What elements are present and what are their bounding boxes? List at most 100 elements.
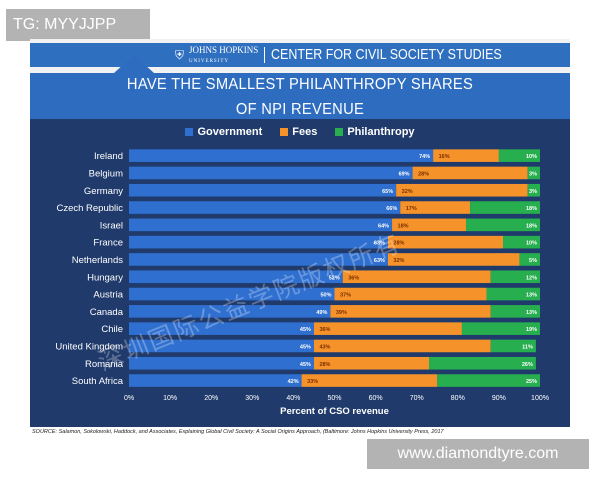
x-tick-label: 80%: [451, 395, 465, 402]
bar-fees: [313, 322, 462, 335]
data-label: 28%: [319, 362, 330, 368]
data-label: 5%: [529, 258, 537, 264]
x-tick-label: 100%: [531, 395, 549, 402]
data-label: 45%: [300, 327, 311, 333]
x-axis-label: Percent of CSO revenue: [280, 406, 389, 417]
bar-philanthropy: [466, 218, 540, 232]
bar-government: [129, 201, 401, 214]
bar-fees: [334, 287, 487, 301]
data-label: 3%: [529, 171, 537, 177]
legend-label: Fees: [292, 126, 318, 138]
data-label: 74%: [419, 154, 430, 160]
bar-fees: [301, 374, 438, 387]
legend-swatch-fees: [280, 128, 289, 136]
data-label: 32%: [402, 189, 413, 195]
bar-philanthropy: [490, 339, 536, 353]
x-tick-label: 0%: [124, 395, 134, 402]
bar-philanthropy: [490, 270, 540, 284]
chart-title-line-1: HAVE THE SMALLEST PHILANTHROPY SHARES: [126, 76, 474, 93]
bar-government: [129, 305, 331, 318]
bar-government: [129, 339, 314, 353]
bar-philanthropy: [498, 149, 540, 162]
bar-government: [129, 356, 314, 370]
data-label: 12%: [526, 275, 537, 281]
x-tick-label: 10%: [163, 395, 177, 402]
bar-philanthropy: [486, 287, 540, 301]
source-note: SOURCE: Salamon, Sokolowski, Haddock, an…: [32, 429, 444, 435]
category-label: Germany: [84, 186, 123, 197]
bar-government: [129, 253, 388, 266]
bar-government: [129, 218, 393, 232]
bar-government: [129, 183, 397, 197]
bar-government: [129, 322, 314, 335]
x-tick-label: 40%: [286, 395, 300, 402]
x-tick-label: 20%: [204, 395, 218, 402]
data-label: 45%: [300, 344, 311, 350]
data-label: 16%: [439, 154, 450, 160]
website-url-box: www.diamondtyre.com: [367, 439, 589, 469]
bar-fees: [433, 149, 499, 162]
brand-divider: [264, 47, 266, 63]
x-tick-label: 70%: [410, 395, 424, 402]
bar-fees: [396, 183, 528, 197]
bar-government: [129, 166, 413, 180]
legend-label: Philanthropy: [347, 126, 415, 138]
data-label: 25%: [526, 379, 537, 385]
category-label: Chile: [101, 324, 123, 335]
data-label: 66%: [386, 206, 397, 212]
bar-government: [129, 287, 335, 301]
category-label: Ireland: [94, 151, 123, 162]
data-label: 45%: [300, 362, 311, 368]
data-label: 64%: [378, 223, 389, 229]
data-label: 13%: [526, 310, 537, 316]
data-label: 18%: [398, 223, 409, 229]
bar-fees: [392, 218, 467, 232]
bar-government: [129, 270, 343, 284]
data-label: 69%: [399, 171, 410, 177]
category-label: Canada: [90, 307, 124, 318]
bar-philanthropy: [503, 235, 540, 249]
legend-label: Government: [197, 126, 263, 138]
legend-swatch-philanthropy: [335, 128, 344, 136]
data-label: 52%: [329, 275, 340, 281]
category-label: Israel: [100, 220, 123, 231]
x-tick-label: 50%: [327, 395, 341, 402]
bar-fees: [387, 253, 520, 266]
data-label: 50%: [320, 293, 331, 299]
data-label: 17%: [406, 206, 417, 212]
bar-government: [129, 149, 434, 162]
university-logo: ⛨ JOHNS HOPKINS UNIVERSITY: [175, 46, 258, 65]
bar-philanthropy: [490, 305, 540, 318]
bar-fees: [412, 166, 528, 180]
x-tick-label: 90%: [492, 395, 506, 402]
bar-fees: [313, 339, 491, 353]
bar-fees: [342, 270, 491, 284]
data-label: 39%: [336, 310, 347, 316]
data-label: 19%: [526, 327, 537, 333]
center-name: CENTER FOR CIVIL SOCIETY STUDIES: [271, 47, 503, 63]
data-label: 36%: [348, 275, 359, 281]
data-label: 3%: [529, 189, 537, 195]
category-label: Belgium: [89, 168, 123, 179]
data-label: 33%: [307, 379, 318, 385]
data-label: 28%: [418, 171, 429, 177]
data-label: 37%: [340, 293, 351, 299]
bar-government: [129, 374, 302, 387]
category-label: France: [93, 238, 123, 249]
channel-tag: TG: MYYJJPP: [6, 9, 150, 41]
bar-philanthropy: [527, 183, 540, 197]
legend-swatch-government: [185, 128, 194, 136]
category-label: Czech Republic: [56, 203, 123, 214]
shield-icon: ⛨: [175, 48, 185, 62]
data-label: 10%: [526, 154, 537, 160]
data-label: 49%: [316, 310, 327, 316]
category-label: Austria: [93, 290, 123, 301]
data-label: 65%: [382, 189, 393, 195]
bar-philanthropy: [519, 253, 540, 266]
data-label: 32%: [393, 258, 404, 264]
data-label: 63%: [374, 258, 385, 264]
chart-title-line-2: OF NPI REVENUE: [235, 101, 365, 118]
data-label: 13%: [526, 293, 537, 299]
title-band: [30, 73, 570, 119]
